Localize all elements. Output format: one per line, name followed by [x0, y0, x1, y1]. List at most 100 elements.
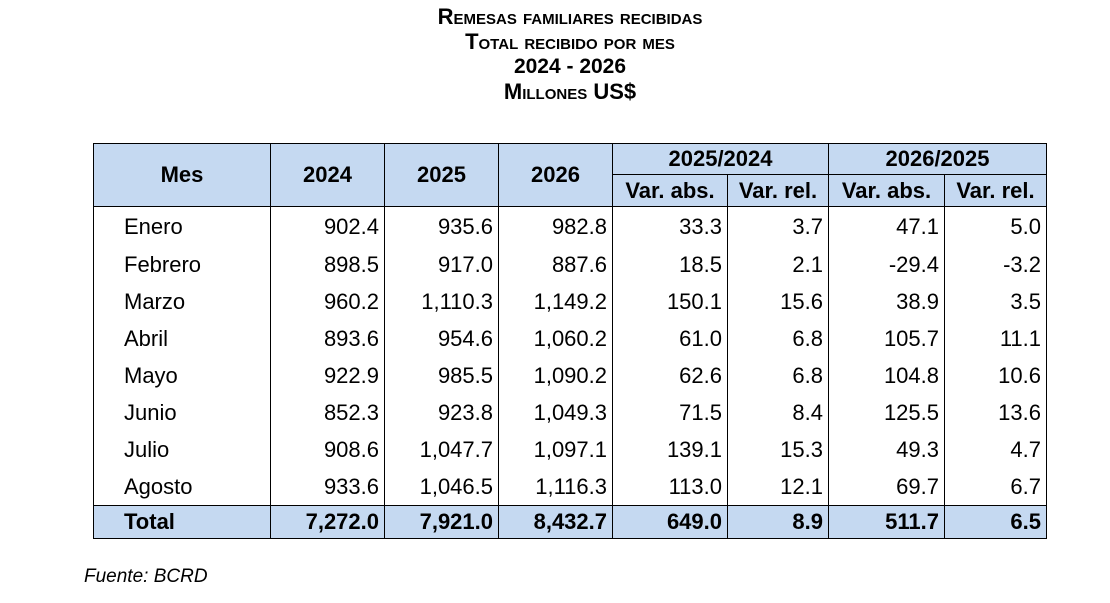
cell-var-abs-2: 125.5: [828, 394, 945, 431]
cell-var-abs-1: 33.3: [612, 206, 728, 246]
cell-y2024: 898.5: [270, 246, 385, 283]
cell-var-abs-2: 49.3: [828, 431, 945, 468]
total-2025: 7,921.0: [384, 505, 499, 539]
cell-y2025: 985.5: [384, 357, 499, 394]
cell-var-abs-2: 38.9: [828, 283, 945, 320]
cell-y2026: 1,097.1: [498, 431, 613, 468]
header-2024: 2024: [270, 143, 385, 207]
cell-var-abs-2: -29.4: [828, 246, 945, 283]
cell-var-rel-2: 4.7: [944, 431, 1047, 468]
cell-var-abs-1: 150.1: [612, 283, 728, 320]
cell-y2025: 1,110.3: [384, 283, 499, 320]
cell-month: Febrero: [93, 246, 271, 283]
title-line-2: Total recibido por mes: [465, 29, 675, 54]
cell-y2026: 1,149.2: [498, 283, 613, 320]
cell-var-abs-1: 18.5: [612, 246, 728, 283]
cell-var-rel-1: 6.8: [727, 320, 829, 357]
cell-y2025: 1,047.7: [384, 431, 499, 468]
table-row: Febrero 898.5 917.0 887.6 18.5 2.1 -29.4 -3.2: [93, 246, 1047, 283]
total-var-rel-2: 6.5: [944, 505, 1047, 539]
cell-y2024: 893.6: [270, 320, 385, 357]
cell-month: Agosto: [93, 468, 271, 506]
cell-var-abs-2: 69.7: [828, 468, 945, 506]
cell-y2025: 954.6: [384, 320, 499, 357]
header-var-abs-1: Var. abs.: [612, 174, 728, 207]
cell-var-rel-1: 2.1: [727, 246, 829, 283]
cell-var-rel-2: 13.6: [944, 394, 1047, 431]
table-row: Mayo 922.9 985.5 1,090.2 62.6 6.8 104.8 10.6: [93, 357, 1047, 394]
cell-y2026: 1,090.2: [498, 357, 613, 394]
header-var-rel-1: Var. rel.: [727, 174, 829, 207]
cell-var-rel-2: 11.1: [944, 320, 1047, 357]
total-var-rel-1: 8.9: [727, 505, 829, 539]
cell-y2025: 923.8: [384, 394, 499, 431]
cell-y2025: 1,046.5: [384, 468, 499, 506]
cell-y2026: 1,060.2: [498, 320, 613, 357]
cell-y2024: 852.3: [270, 394, 385, 431]
table-row: Marzo 960.2 1,110.3 1,149.2 150.1 15.6 38.9 3.5: [93, 283, 1047, 320]
cell-var-abs-2: 47.1: [828, 206, 945, 246]
cell-month: Marzo: [93, 283, 271, 320]
cell-var-abs-1: 71.5: [612, 394, 728, 431]
cell-month: Abril: [93, 320, 271, 357]
total-2026: 8,432.7: [498, 505, 613, 539]
table-row: Agosto 933.6 1,046.5 1,116.3 113.0 12.1 69.7 6.…: [93, 468, 1047, 506]
header-var-rel-2: Var. rel.: [944, 174, 1047, 207]
header-mes: Mes: [93, 143, 271, 207]
cell-var-abs-1: 139.1: [612, 431, 728, 468]
cell-y2024: 908.6: [270, 431, 385, 468]
cell-var-abs-2: 104.8: [828, 357, 945, 394]
cell-var-abs-1: 113.0: [612, 468, 728, 506]
cell-var-rel-2: -3.2: [944, 246, 1047, 283]
title-line-4: Millones US$: [503, 79, 637, 104]
cell-y2024: 960.2: [270, 283, 385, 320]
cell-month: Enero: [93, 206, 271, 246]
cell-y2024: 933.6: [270, 468, 385, 506]
cell-y2026: 982.8: [498, 206, 613, 246]
cell-var-rel-1: 15.6: [727, 283, 829, 320]
source-note: Fuente: BCRD: [84, 566, 208, 587]
cell-var-abs-1: 61.0: [612, 320, 728, 357]
title-line-3: 2024 - 2026: [513, 55, 627, 78]
cell-y2026: 1,049.3: [498, 394, 613, 431]
header-2025: 2025: [384, 143, 499, 207]
header-group-2025-2024: 2025/2024: [612, 143, 829, 175]
table-row: Julio 908.6 1,047.7 1,097.1 139.1 15.3 49.3 4.7: [93, 431, 1047, 468]
cell-y2025: 917.0: [384, 246, 499, 283]
total-2024: 7,272.0: [270, 505, 385, 539]
table-body: Enero 902.4 935.6 982.8 33.3 3.7 47.1 5.0 Febrer…: [93, 206, 1047, 506]
cell-y2026: 1,116.3: [498, 468, 613, 506]
cell-y2026: 887.6: [498, 246, 613, 283]
cell-var-rel-2: 10.6: [944, 357, 1047, 394]
cell-var-rel-2: 5.0: [944, 206, 1047, 246]
cell-var-rel-1: 6.8: [727, 357, 829, 394]
total-label: Total: [93, 505, 271, 539]
remittances-table: Mes 2024 2025 2026 2025/2024 2026/2025 V…: [93, 143, 1047, 539]
cell-month: Junio: [93, 394, 271, 431]
cell-var-abs-1: 62.6: [612, 357, 728, 394]
cell-var-rel-1: 8.4: [727, 394, 829, 431]
header-group-2026-2025: 2026/2025: [828, 143, 1047, 175]
total-var-abs-2: 511.7: [828, 505, 945, 539]
cell-month: Mayo: [93, 357, 271, 394]
table-header: Mes 2024 2025 2026 2025/2024 2026/2025 V…: [93, 143, 1047, 207]
cell-y2024: 902.4: [270, 206, 385, 246]
report-titles: Remesas familiares recibidas Total recib…: [0, 4, 1110, 104]
cell-month: Julio: [93, 431, 271, 468]
table-row: Enero 902.4 935.6 982.8 33.3 3.7 47.1 5.0: [93, 206, 1047, 246]
table-footer: Total 7,272.0 7,921.0 8,432.7 649.0 8.9 …: [93, 505, 1047, 539]
cell-var-rel-1: 3.7: [727, 206, 829, 246]
cell-var-rel-1: 12.1: [727, 468, 829, 506]
header-2026: 2026: [498, 143, 613, 207]
cell-y2024: 922.9: [270, 357, 385, 394]
cell-var-rel-2: 6.7: [944, 468, 1047, 506]
cell-var-rel-2: 3.5: [944, 283, 1047, 320]
total-var-abs-1: 649.0: [612, 505, 728, 539]
total-row: Total 7,272.0 7,921.0 8,432.7 649.0 8.9 …: [93, 505, 1047, 539]
header-var-abs-2: Var. abs.: [828, 174, 945, 207]
cell-var-rel-1: 15.3: [727, 431, 829, 468]
cell-y2025: 935.6: [384, 206, 499, 246]
table-row: Junio 852.3 923.8 1,049.3 71.5 8.4 125.5 13.6: [93, 394, 1047, 431]
title-line-1: Remesas familiares recibidas: [437, 4, 703, 29]
table-row: Abril 893.6 954.6 1,060.2 61.0 6.8 105.7 11.1: [93, 320, 1047, 357]
